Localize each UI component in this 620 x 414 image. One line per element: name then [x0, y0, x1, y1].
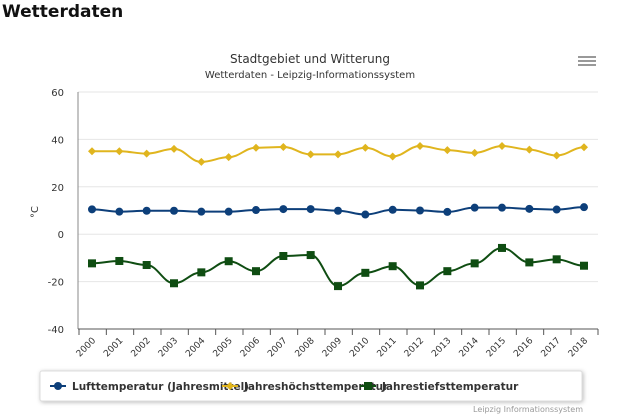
legend-item-1[interactable]: Jahreshöchsttemperatur: [243, 381, 389, 393]
x-tick-label: 2007: [266, 336, 289, 359]
data-point-1: [443, 146, 452, 155]
data-point-2: [525, 258, 534, 267]
data-point-1: [88, 147, 96, 156]
data-point-2: [115, 256, 124, 265]
data-point-2: [443, 267, 452, 276]
data-point-2: [470, 259, 479, 268]
data-point-2: [224, 257, 233, 266]
data-point-2: [361, 268, 370, 277]
data-point-0: [470, 203, 479, 212]
data-point-1: [142, 149, 151, 158]
data-point-1: [525, 145, 534, 154]
legend-marker-0: [54, 382, 62, 390]
data-point-0: [115, 207, 124, 216]
x-tick-label: 2015: [485, 336, 508, 359]
x-tick-label: 2008: [294, 336, 317, 359]
data-point-0: [334, 206, 342, 215]
data-point-1: [197, 157, 206, 166]
data-point-0: [552, 205, 561, 214]
data-point-1: [552, 151, 561, 160]
legend-marker-1: [226, 382, 234, 390]
data-point-2: [334, 282, 342, 291]
x-tick-label: 2009: [321, 336, 344, 359]
legend-item-0[interactable]: Lufttemperatur (Jahresmittel): [72, 381, 249, 393]
data-point-0: [279, 205, 288, 214]
data-point-0: [306, 205, 315, 214]
y-tick-label: 40: [51, 135, 64, 146]
x-tick-label: 2005: [212, 336, 235, 359]
data-point-2: [498, 243, 506, 252]
data-point-2: [388, 262, 397, 271]
data-point-1: [361, 143, 370, 152]
data-point-0: [197, 207, 206, 216]
data-point-1: [170, 144, 178, 153]
x-tick-label: 2001: [102, 336, 125, 359]
y-tick-label: 60: [51, 88, 64, 99]
x-tick-label: 2002: [130, 336, 153, 359]
legend-box: [39, 370, 583, 402]
x-tick-label: 2013: [430, 336, 453, 359]
data-point-0: [443, 207, 452, 216]
data-point-2: [197, 268, 206, 277]
data-point-1: [498, 142, 506, 151]
legend-marker-2: [364, 382, 372, 390]
x-tick-label: 2014: [458, 336, 481, 359]
data-point-1: [252, 143, 260, 152]
data-point-0: [388, 205, 397, 214]
data-point-1: [416, 142, 424, 151]
chart-credit: Leipzig Informationssystem: [473, 405, 583, 414]
data-point-1: [115, 147, 124, 156]
x-tick-label: 2018: [567, 336, 590, 359]
x-tick-label: 2003: [157, 336, 180, 359]
y-tick-label: 20: [51, 183, 64, 194]
data-point-0: [142, 206, 151, 215]
data-point-2: [580, 261, 588, 270]
data-point-2: [142, 261, 151, 270]
x-tick-label: 2000: [75, 336, 98, 359]
x-tick-label: 2012: [403, 336, 426, 359]
data-point-1: [224, 153, 233, 162]
data-point-2: [306, 251, 315, 260]
x-tick-label: 2017: [540, 336, 563, 359]
data-point-1: [279, 142, 288, 151]
x-tick-label: 2004: [184, 336, 207, 359]
data-point-0: [498, 203, 506, 212]
x-tick-label: 2006: [239, 336, 262, 359]
y-axis-title: °C: [30, 206, 41, 218]
data-point-2: [552, 255, 561, 264]
data-point-0: [252, 206, 260, 215]
data-point-2: [88, 259, 96, 268]
data-point-2: [252, 267, 260, 276]
data-point-2: [416, 281, 424, 290]
data-point-0: [580, 203, 588, 212]
chart-title: Stadtgebiet und Witterung: [230, 52, 390, 66]
data-point-0: [525, 204, 534, 213]
series-line-2: [91, 246, 585, 288]
hamburger-menu-icon[interactable]: [578, 54, 596, 68]
x-tick-label: 2016: [512, 336, 535, 359]
data-point-0: [224, 207, 233, 216]
data-point-2: [170, 279, 178, 288]
y-tick-label: -40: [48, 325, 64, 336]
data-point-2: [279, 252, 288, 261]
data-point-1: [580, 143, 588, 152]
data-point-1: [306, 150, 315, 159]
data-point-0: [361, 210, 370, 219]
page-title: Wetterdaten: [2, 2, 124, 22]
legend-item-2[interactable]: Jahrestiefsttemperatur: [381, 381, 519, 393]
data-point-0: [170, 206, 178, 215]
x-tick-label: 2010: [348, 336, 371, 359]
y-tick-label: -20: [48, 278, 64, 289]
data-point-1: [334, 150, 342, 159]
y-tick-label: 0: [58, 230, 64, 241]
data-point-0: [88, 205, 96, 214]
x-tick-label: 2011: [376, 336, 399, 359]
data-point-1: [470, 148, 479, 157]
chart-subtitle: Wetterdaten - Leipzig-Informationssystem: [205, 70, 415, 81]
data-point-0: [416, 206, 424, 215]
data-point-1: [388, 152, 397, 161]
